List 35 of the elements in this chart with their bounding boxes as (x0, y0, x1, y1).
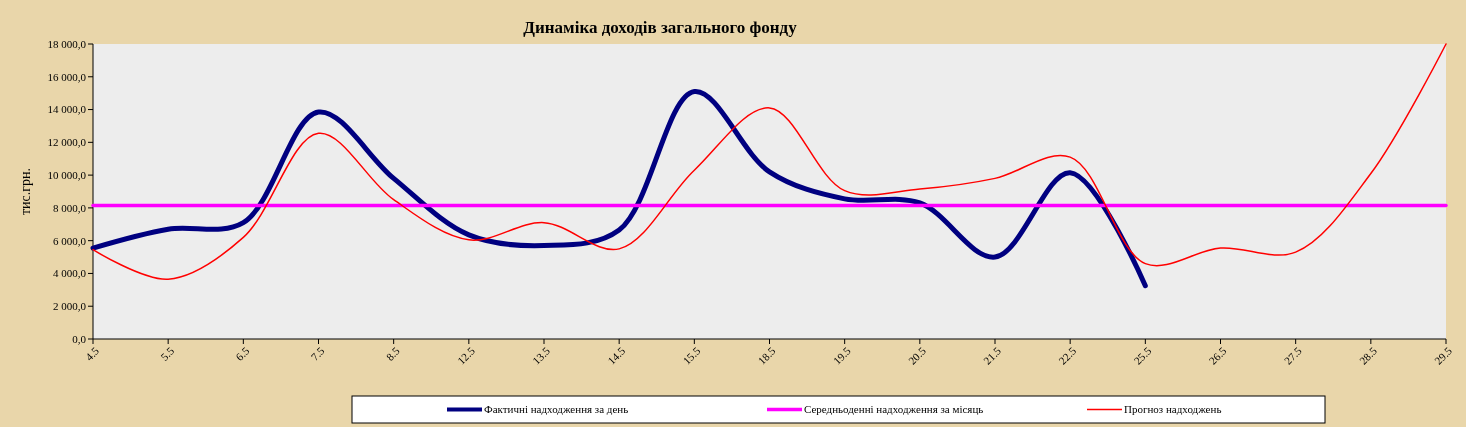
x-tick-label: 5.5 (158, 344, 177, 363)
x-tick-label: 7.5 (308, 344, 327, 363)
y-tick-label: 4 000,0 (53, 267, 87, 280)
x-tick-label: 4.5 (82, 344, 102, 363)
x-tick-label: 21.5 (981, 344, 1004, 367)
chart-title: Динаміка доходів загального фонду (523, 18, 798, 37)
y-tick-label: 10 000,0 (47, 168, 87, 181)
y-tick-label: 0,0 (72, 332, 87, 345)
y-tick-label: 8 000,0 (53, 201, 87, 214)
x-tick-label: 19.5 (830, 344, 854, 367)
legend-label: Середньоденні надходження за місяць (804, 403, 984, 416)
x-tick-label: 13.5 (530, 344, 553, 367)
legend-label: Прогноз надходжень (1124, 403, 1222, 416)
y-tick-label: 16 000,0 (47, 70, 87, 83)
line-series (92, 43, 1447, 280)
x-tick-label: 8.5 (383, 344, 403, 363)
x-tick-label: 20.5 (905, 344, 929, 367)
x-tick-label: 18.5 (755, 344, 778, 367)
x-tick-label: 27.5 (1281, 344, 1305, 367)
y-tick-label: 2 000,0 (53, 300, 87, 313)
x-tick-label: 6.5 (233, 344, 252, 363)
x-tick-label: 28.5 (1356, 344, 1380, 367)
x-tick-label: 14.5 (605, 344, 628, 367)
y-tick-label: 12 000,0 (47, 136, 87, 149)
y-axis-title: тис.грн. (18, 167, 33, 216)
x-tick-label: 12.5 (454, 344, 478, 367)
y-tick-label: 18 000,0 (47, 37, 87, 50)
x-tick-label: 22.5 (1056, 344, 1079, 367)
x-tick-label: 26.5 (1206, 344, 1229, 367)
y-tick-label: 14 000,0 (47, 103, 87, 116)
legend-label: Фактичні надходження за день (484, 403, 629, 416)
x-tick-label: 15.5 (680, 344, 703, 367)
x-tick-label: 29.5 (1432, 344, 1455, 367)
x-tick-label: 25.5 (1131, 344, 1154, 367)
y-tick-label: 6 000,0 (53, 234, 87, 247)
